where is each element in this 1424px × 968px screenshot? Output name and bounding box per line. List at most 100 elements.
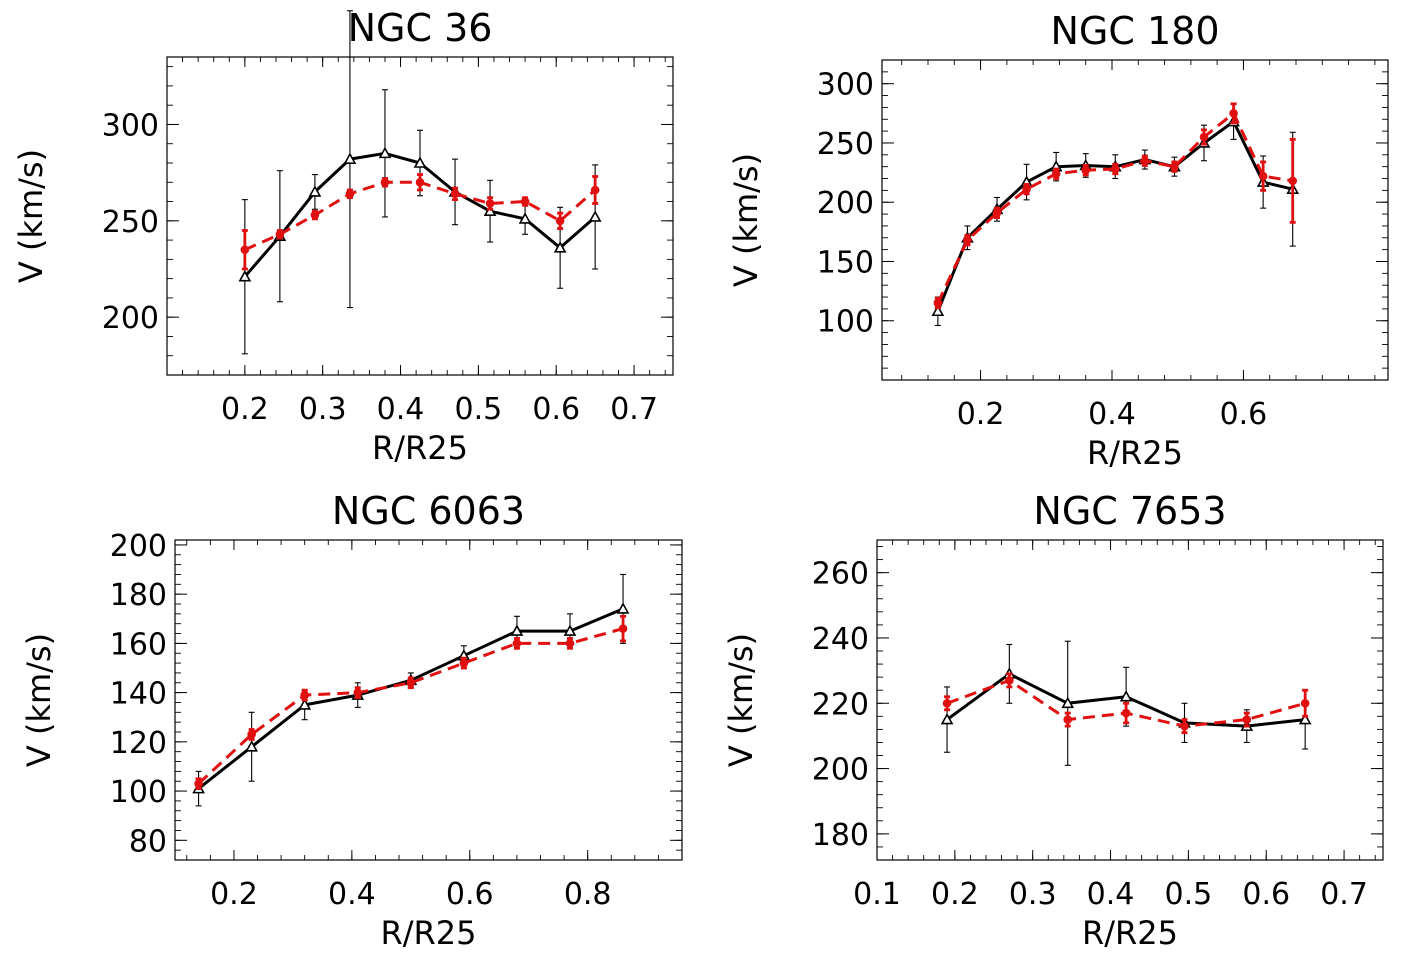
chart-title: NGC 180 bbox=[1050, 9, 1219, 53]
red-dashed-data-point bbox=[240, 245, 250, 255]
red-dashed-data-point bbox=[555, 216, 565, 226]
red-dashed-data-point bbox=[512, 639, 522, 648]
red-dashed-data-point bbox=[353, 688, 363, 697]
black-solid-data-point bbox=[245, 740, 258, 752]
black-solid-data-point bbox=[588, 210, 602, 222]
red-dashed-data-point bbox=[300, 690, 309, 700]
y-axis-label: V (km/s) bbox=[12, 149, 50, 283]
y-tick-label: 300 bbox=[102, 108, 159, 143]
x-tick-label: 0.5 bbox=[455, 392, 503, 427]
red-dashed-data-point bbox=[1005, 676, 1014, 685]
red-dashed-data-point bbox=[310, 210, 320, 220]
red-dashed-data-point bbox=[590, 185, 600, 195]
chart-title: NGC 6063 bbox=[332, 489, 525, 533]
red-dashed-data-point bbox=[380, 177, 390, 187]
x-tick-label: 0.6 bbox=[532, 392, 580, 427]
x-tick-label: 0.4 bbox=[377, 392, 425, 427]
red-dashed-data-point bbox=[406, 678, 416, 688]
x-tick-label: 0.4 bbox=[328, 877, 376, 912]
y-tick-label: 240 bbox=[812, 622, 869, 657]
red-dashed-data-point bbox=[1300, 698, 1310, 708]
x-tick-label: 0.6 bbox=[1220, 397, 1268, 432]
x-axis-label: R/R25 bbox=[1087, 434, 1183, 472]
chart-panel-ngc-180: 0.2 0.4 0.6 100 150 200 250 300 NGC 180 R/R25 V (k… bbox=[727, 9, 1389, 472]
y-tick-label: 160 bbox=[110, 627, 167, 662]
y-tick-label: 200 bbox=[817, 186, 874, 221]
x-tick-label: 0.3 bbox=[1009, 877, 1057, 912]
red-dashed-data-point bbox=[415, 177, 425, 187]
x-tick-label: 0.6 bbox=[1242, 877, 1290, 912]
black-solid-data-point bbox=[616, 602, 630, 614]
black-solid-data-point bbox=[518, 212, 532, 224]
y-tick-label: 100 bbox=[817, 305, 874, 340]
chart-panel-ngc-6063: 0.2 0.4 0.6 0.8 80 100 120 140 160 180 200 NGC 6063… bbox=[20, 489, 683, 952]
y-tick-label: 250 bbox=[817, 127, 874, 162]
red-dashed-data-point bbox=[1110, 164, 1120, 174]
red-dashed-data-point bbox=[520, 197, 530, 206]
x-axis-label: R/R25 bbox=[372, 429, 468, 467]
y-tick-label: 260 bbox=[812, 557, 869, 592]
red-dashed-data-point bbox=[247, 730, 256, 739]
x-tick-label: 0.2 bbox=[221, 392, 269, 427]
black-solid-data-point bbox=[413, 156, 427, 168]
chart-panel-ngc-7653: 0.1 0.2 0.3 0.4 0.5 0.6 0.7 180 200 220 240 260 NGC … bbox=[722, 489, 1384, 952]
black-solid-data-point bbox=[940, 712, 954, 725]
red-dashed-data-point bbox=[1051, 169, 1061, 179]
black-solid-data-point bbox=[308, 185, 322, 197]
red-dashed-data-point bbox=[1258, 171, 1268, 181]
y-tick-label: 200 bbox=[110, 529, 167, 564]
y-tick-label: 300 bbox=[817, 68, 874, 103]
chart-panel-ngc-36: 0.2 0.3 0.4 0.5 0.6 0.7 200 250 300 NGC 36 R/R25 V … bbox=[12, 6, 674, 467]
x-tick-label: 0.1 bbox=[853, 877, 901, 912]
x-axis-label: R/R25 bbox=[1082, 914, 1178, 952]
black-solid-data-point bbox=[378, 146, 392, 159]
y-axis-label: V (km/s) bbox=[722, 633, 760, 767]
plot-frame bbox=[174, 539, 683, 861]
y-tick-label: 100 bbox=[110, 775, 167, 810]
red-dashed-data-point bbox=[485, 199, 495, 208]
red-dashed-data-point bbox=[618, 624, 628, 633]
red-dashed-data-point bbox=[450, 189, 460, 199]
black-solid-data-point bbox=[510, 624, 524, 636]
red-dashed-series-line bbox=[936, 111, 1293, 304]
red-dashed-data-point bbox=[1121, 708, 1131, 718]
chart-title: NGC 36 bbox=[348, 6, 493, 50]
black-solid-data-point bbox=[238, 270, 252, 282]
red-dashed-data-point bbox=[933, 298, 943, 308]
red-dashed-data-point bbox=[1063, 715, 1073, 724]
red-dashed-data-point bbox=[459, 658, 469, 668]
y-tick-label: 80 bbox=[129, 824, 167, 859]
x-tick-label: 0.7 bbox=[610, 392, 658, 427]
black-solid-data-point bbox=[483, 204, 497, 216]
y-tick-label: 120 bbox=[110, 726, 167, 761]
y-tick-label: 180 bbox=[812, 818, 869, 853]
black-solid-series-line bbox=[197, 607, 624, 790]
red-dashed-data-point bbox=[1081, 165, 1091, 175]
x-tick-label: 0.8 bbox=[564, 877, 612, 912]
plot-frame bbox=[166, 56, 674, 376]
black-solid-data-point bbox=[298, 698, 312, 710]
x-tick-label: 0.4 bbox=[1087, 877, 1135, 912]
x-axis-label: R/R25 bbox=[381, 914, 477, 952]
x-tick-label: 0.2 bbox=[931, 877, 979, 912]
black-solid-data-point bbox=[1119, 690, 1133, 702]
plot-frame bbox=[881, 59, 1389, 381]
black-solid-data-point bbox=[931, 304, 945, 317]
y-tick-label: 150 bbox=[817, 245, 874, 280]
red-dashed-data-point bbox=[1199, 132, 1209, 142]
x-tick-label: 0.2 bbox=[957, 397, 1005, 432]
red-dashed-data-point bbox=[194, 779, 203, 788]
y-tick-label: 200 bbox=[102, 301, 159, 336]
y-tick-label: 220 bbox=[812, 687, 869, 722]
plot-frame bbox=[876, 539, 1384, 861]
x-tick-label: 0.7 bbox=[1320, 877, 1368, 912]
red-dashed-data-point bbox=[345, 189, 355, 199]
red-dashed-data-point bbox=[963, 235, 972, 245]
black-solid-data-point bbox=[343, 152, 357, 164]
x-tick-label: 0.3 bbox=[299, 392, 347, 427]
y-axis-label: V (km/s) bbox=[20, 633, 58, 767]
red-dashed-data-point bbox=[1022, 184, 1031, 194]
x-tick-label: 0.6 bbox=[446, 877, 494, 912]
y-axis-label: V (km/s) bbox=[727, 153, 765, 287]
